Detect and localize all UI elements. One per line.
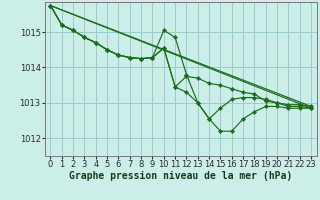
X-axis label: Graphe pression niveau de la mer (hPa): Graphe pression niveau de la mer (hPa) xyxy=(69,171,292,181)
